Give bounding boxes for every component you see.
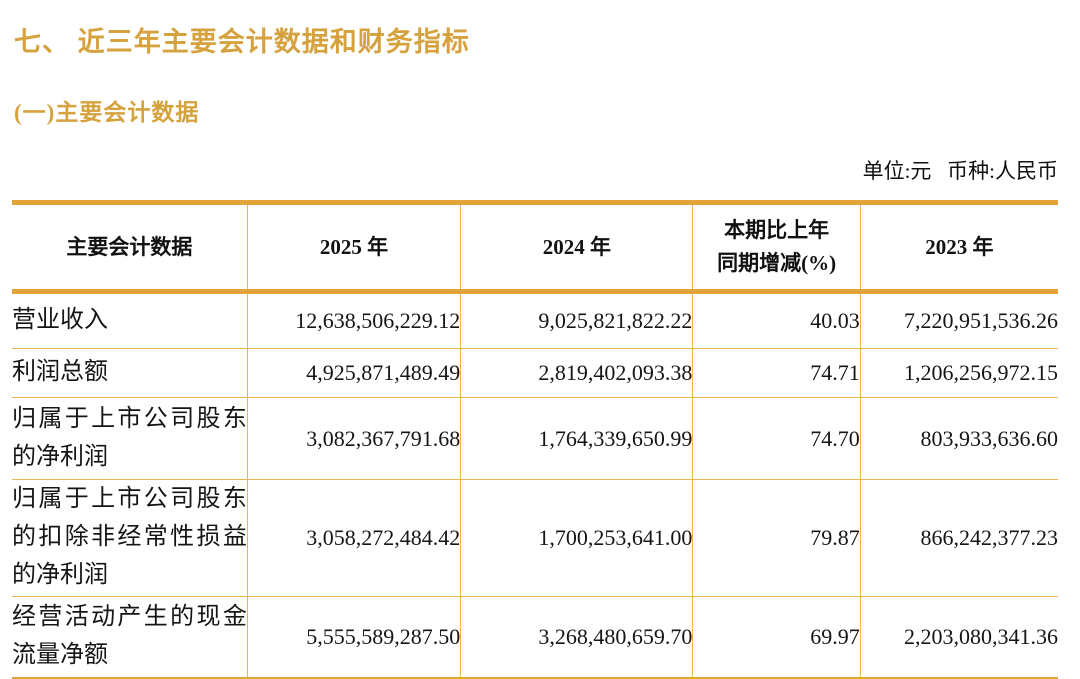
value-2024: 2,819,402,093.38: [460, 348, 693, 398]
value-2024: 1,764,339,650.99: [460, 397, 693, 480]
row-label: 经营活动产生的现金流量净额: [12, 596, 248, 679]
header-2025: 2025 年: [246, 202, 461, 294]
value-2025: 3,058,272,484.42: [246, 479, 461, 597]
value-2023: 2,203,080,341.36: [859, 596, 1058, 679]
table-row-net-profit: 归属于上市公司股东的净利润 3,082,367,791.68 1,764,339…: [12, 397, 1058, 480]
header-yoy-change: 本期比上年 同期增减(%): [692, 202, 861, 294]
unit-currency-note: 单位:元 币种:人民币: [862, 159, 1058, 183]
table-header-row: 主要会计数据 2025 年 2024 年 本期比上年 同期增减(%) 2023 …: [12, 202, 1058, 294]
subsection-title: (一)主要会计数据: [14, 100, 200, 125]
value-2024: 9,025,821,822.22: [460, 291, 693, 349]
value-change: 40.03: [692, 291, 861, 349]
value-2023: 7,220,951,536.26: [859, 291, 1058, 349]
value-2024: 1,700,253,641.00: [460, 479, 693, 597]
table-row-operating-cash-flow: 经营活动产生的现金流量净额 5,555,589,287.50 3,268,480…: [12, 596, 1058, 679]
value-2025: 5,555,589,287.50: [246, 596, 461, 679]
accounting-data-table: 主要会计数据 2025 年 2024 年 本期比上年 同期增减(%) 2023 …: [12, 200, 1058, 679]
value-change: 79.87: [692, 479, 861, 597]
value-2025: 12,638,506,229.12: [246, 291, 461, 349]
header-2024: 2024 年: [460, 202, 693, 294]
section-title: 七、 近三年主要会计数据和财务指标: [14, 27, 470, 57]
value-change: 69.97: [692, 596, 861, 679]
table-row-net-profit-excl-nonrecurring: 归属于上市公司股东的扣除非经常性损益的净利润 3,058,272,484.42 …: [12, 479, 1058, 597]
row-label: 营业收入: [12, 291, 248, 349]
value-2023: 803,933,636.60: [859, 397, 1058, 480]
table-row-revenue: 营业收入 12,638,506,229.12 9,025,821,822.22 …: [12, 291, 1058, 349]
value-change: 74.71: [692, 348, 861, 398]
value-2025: 4,925,871,489.49: [246, 348, 461, 398]
value-change: 74.70: [692, 397, 861, 480]
row-label: 利润总额: [12, 348, 248, 398]
value-2025: 3,082,367,791.68: [246, 397, 461, 480]
row-label: 归属于上市公司股东的净利润: [12, 397, 248, 480]
value-2023: 866,242,377.23: [859, 479, 1058, 597]
header-metric: 主要会计数据: [12, 202, 248, 294]
header-2023: 2023 年: [859, 202, 1058, 294]
value-2023: 1,206,256,972.15: [859, 348, 1058, 398]
value-2024: 3,268,480,659.70: [460, 596, 693, 679]
table-row-total-profit: 利润总额 4,925,871,489.49 2,819,402,093.38 7…: [12, 348, 1058, 398]
row-label: 归属于上市公司股东的扣除非经常性损益的净利润: [12, 479, 248, 597]
